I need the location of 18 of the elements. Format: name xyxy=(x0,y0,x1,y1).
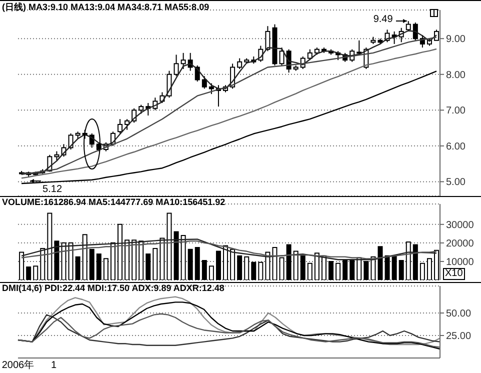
y-tick-label: 5.00 xyxy=(446,177,466,188)
y-tick-label: 6.00 xyxy=(446,141,466,152)
chart-title: DMI(14,6) PDI:22.44 MDI:17.50 ADX:9.89 ADXR:12.48 xyxy=(2,283,224,293)
text: X10 xyxy=(443,268,465,280)
y-tick-label: 7.00 xyxy=(446,106,466,117)
y-tick-label: 8.00 xyxy=(446,70,466,81)
chart-title: (日线) MA3:9.10 MA13:9.04 MA34:8.71 MA55:8.09 xyxy=(2,1,210,14)
x-tick-label: 2006年 xyxy=(2,359,34,372)
chart-title: VOLUME:161286.94 MA5:144777.69 MA10:156451.92 xyxy=(2,197,226,207)
y-tick-label: 30000 xyxy=(446,220,474,231)
y-tick-label: 10000 xyxy=(446,257,474,268)
y-tick-label: 50.00 xyxy=(446,308,472,320)
y-tick-label: 9.00 xyxy=(446,34,466,46)
y-tick-label: 25.00 xyxy=(446,331,472,342)
annotation: 9.49 xyxy=(372,14,394,26)
y-tick-label: 20000 xyxy=(446,238,474,250)
annotation: 5.12 xyxy=(42,184,64,196)
x-tick-label: 1 xyxy=(50,360,57,372)
